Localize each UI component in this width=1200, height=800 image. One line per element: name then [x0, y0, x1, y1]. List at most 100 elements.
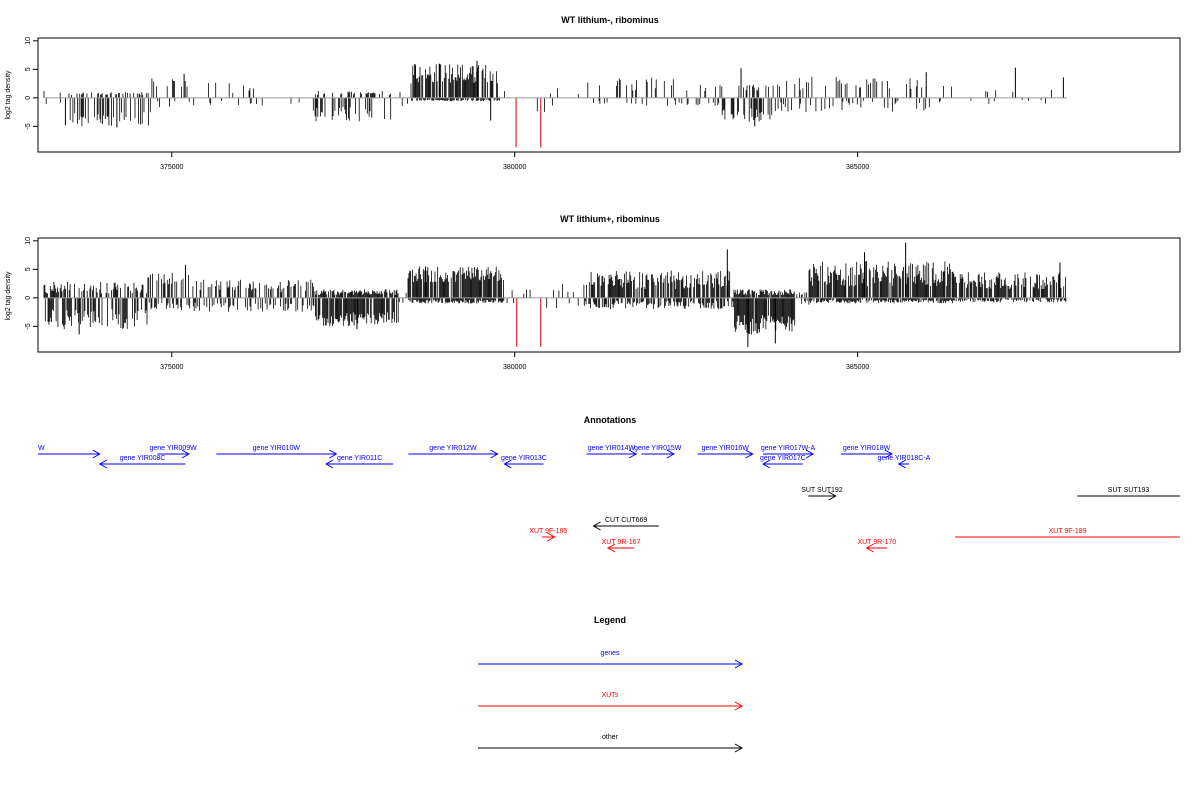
y-tick-label: 10 [25, 237, 32, 245]
feature-arrowhead [734, 743, 744, 753]
feature-arrowhead [734, 701, 744, 711]
feature-arrowhead [828, 491, 837, 501]
annotation-feature: gene YIR010W [216, 445, 338, 459]
annotation-feature: gene YIR013C [501, 455, 547, 469]
feature-arrowhead [628, 449, 638, 459]
feature-arrowhead [884, 449, 893, 459]
y-tick-label: 5 [25, 67, 32, 71]
panel-2-ylabel: log2 tag density [5, 271, 12, 321]
feature-label: SUT SUT193 [1108, 487, 1150, 494]
annotation-feature: gene YIR015W [634, 445, 682, 459]
annotation-feature: gene YIR017W-A [761, 445, 816, 459]
annotation-feature: XUT 9R-170 [857, 539, 896, 553]
annotation-feature: gene YIR009W [149, 445, 197, 459]
feature-arrowhead [666, 449, 675, 459]
annotation-feature: gene YIR018W [841, 445, 893, 459]
feature-arrowhead [181, 449, 190, 459]
feature-arrowhead [734, 659, 744, 669]
legend-entry: genes [478, 650, 744, 669]
feature-arrowhead [761, 459, 771, 469]
panel-2-title: WT lithium+, ribominus [560, 214, 660, 224]
y-tick-label: 5 [25, 267, 32, 271]
feature-arrowhead [490, 449, 499, 459]
legend-label: genes [600, 650, 620, 657]
feature-arrowhead [606, 543, 616, 553]
feature-arrowhead [325, 459, 334, 469]
feature-arrowhead [805, 449, 815, 459]
feature-arrowhead [592, 521, 601, 531]
panel-1-bars [43, 60, 1064, 148]
feature-label: gene YIR018C-A [878, 455, 931, 462]
legend-title: Legend [594, 615, 626, 625]
annotation-feature: gene YIR012W [408, 445, 499, 459]
annotation-feature: XUT 9F-185 [529, 528, 567, 542]
x-tick-label: 385000 [846, 164, 869, 171]
feature-label: gene YIR017W-A [761, 445, 816, 452]
annotation-feature: gene YIR018C-A [878, 455, 931, 469]
panel-1-x-axis: 375000 380000 385000 [160, 152, 869, 171]
feature-arrowhead [92, 449, 101, 459]
y-tick-label: 10 [25, 37, 32, 45]
annotation-feature: gene YIR017C [760, 455, 806, 469]
annotation-feature: gene YIR011C [325, 455, 394, 469]
feature-label: gene YIR017C [760, 455, 806, 462]
feature-label: gene YIR016W [702, 445, 750, 452]
feature-label: gene YIR010W [253, 445, 301, 452]
legend-entries: genes XUTs other [478, 650, 744, 753]
feature-arrowhead [503, 459, 512, 469]
feature-label: XUT 9R-167 [602, 539, 641, 546]
y-tick-label: 0 [25, 296, 32, 300]
legend-label: other [602, 734, 619, 741]
feature-arrowhead [745, 449, 754, 459]
x-tick-label: 385000 [846, 364, 869, 371]
annotations-title: Annotations [584, 415, 637, 425]
annotation-feature: XUT 9F-189 [955, 528, 1180, 538]
annotation-feature: W [38, 445, 101, 459]
x-tick-label: 375000 [160, 364, 183, 371]
feature-arrowhead [98, 459, 107, 469]
panel-1-ylabel: log2 tag density [5, 70, 12, 120]
feature-label: XUT 9F-189 [1049, 528, 1087, 535]
y-tick-label: -5 [25, 323, 32, 329]
feature-label: SUT SUT192 [801, 487, 843, 494]
feature-label: gene YIR008C [120, 455, 166, 462]
feature-label: gene YIR018W [843, 445, 891, 452]
x-tick-label: 380000 [503, 364, 526, 371]
feature-label: gene YIR009W [149, 445, 197, 452]
panel-lithium-plus: WT lithium+, ribominus log2 tag density … [5, 214, 1181, 371]
panel-1-title: WT lithium-, ribominus [561, 15, 659, 25]
feature-label: gene YIR012W [429, 445, 477, 452]
annotation-feature: gene YIR014W [586, 445, 638, 459]
legend: Legend genes XUTs other [478, 615, 744, 753]
panel-1-frame [37, 37, 1181, 153]
feature-label: gene YIR014W [588, 445, 636, 452]
feature-arrowhead [865, 543, 874, 553]
y-tick-label: 0 [25, 96, 32, 100]
feature-label: gene YIR011C [337, 455, 382, 462]
feature-label: CUT CUT669 [605, 517, 647, 524]
feature-label: gene YIR013C [501, 455, 547, 462]
feature-label: W [38, 445, 45, 452]
feature-label: XUT 9F-185 [529, 528, 567, 535]
annotation-feature: SUT SUT192 [801, 487, 843, 501]
feature-label: XUT 9R-170 [857, 539, 896, 546]
feature-arrowhead [329, 449, 338, 459]
annotation-feature: XUT 9R-167 [602, 539, 641, 553]
panel-2-frame [37, 237, 1181, 353]
feature-label: gene YIR015W [634, 445, 682, 452]
annotation-feature: gene YIR016W [697, 445, 754, 459]
x-tick-label: 380000 [503, 164, 526, 171]
panel-lithium-minus: WT lithium-, ribominus log2 tag density … [5, 15, 1181, 171]
panel-2-bars [43, 242, 1067, 347]
legend-label: XUTs [602, 692, 619, 699]
annotation-feature: gene YIR008C [98, 455, 186, 469]
x-tick-label: 375000 [160, 164, 183, 171]
annotation-feature: CUT CUT669 [592, 517, 659, 531]
y-tick-label: -5 [25, 123, 32, 129]
panel-2-x-axis: 375000 380000 385000 [160, 352, 869, 371]
feature-arrowhead [547, 532, 556, 542]
feature-arrowhead [897, 459, 907, 469]
